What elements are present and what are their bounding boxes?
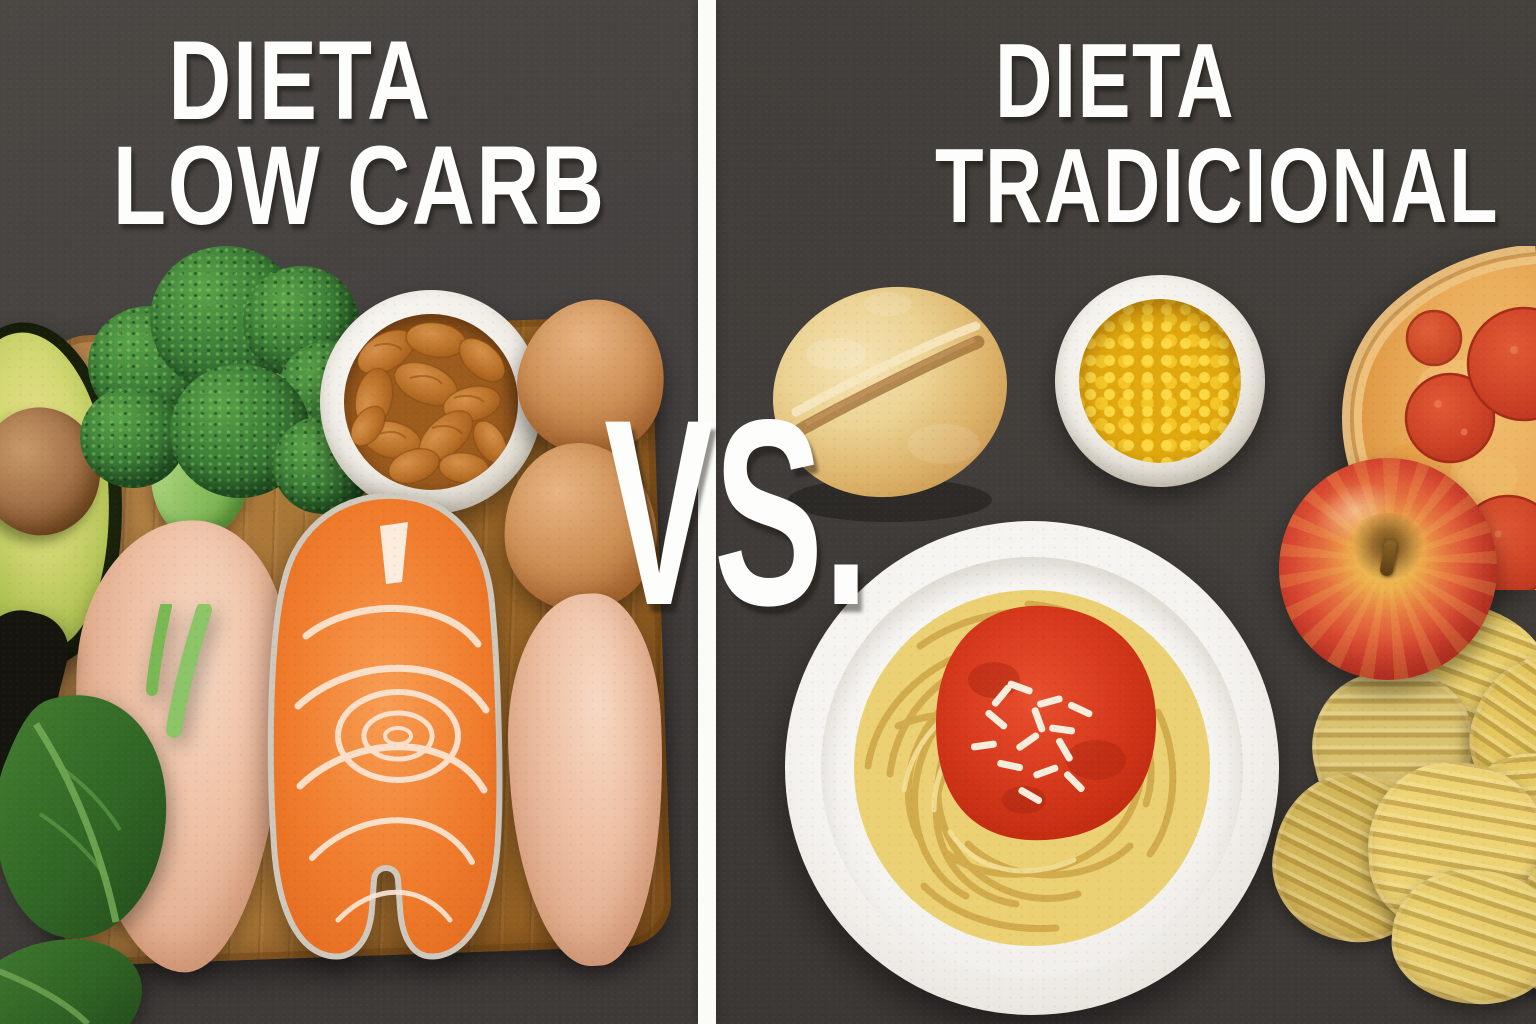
- left-title-line2: LOW CARB: [112, 123, 606, 248]
- divider-line: [698, 0, 716, 1024]
- vs-label: VS.: [604, 365, 869, 661]
- left-title: DIETA LOW CARB: [60, 18, 606, 248]
- right-title-line1: DIETA: [994, 22, 1236, 140]
- left-title-line1: DIETA: [168, 18, 432, 143]
- right-title-line2: TRADICIONAL: [935, 127, 1500, 245]
- right-title: DIETA TRADICIONAL: [875, 22, 1500, 245]
